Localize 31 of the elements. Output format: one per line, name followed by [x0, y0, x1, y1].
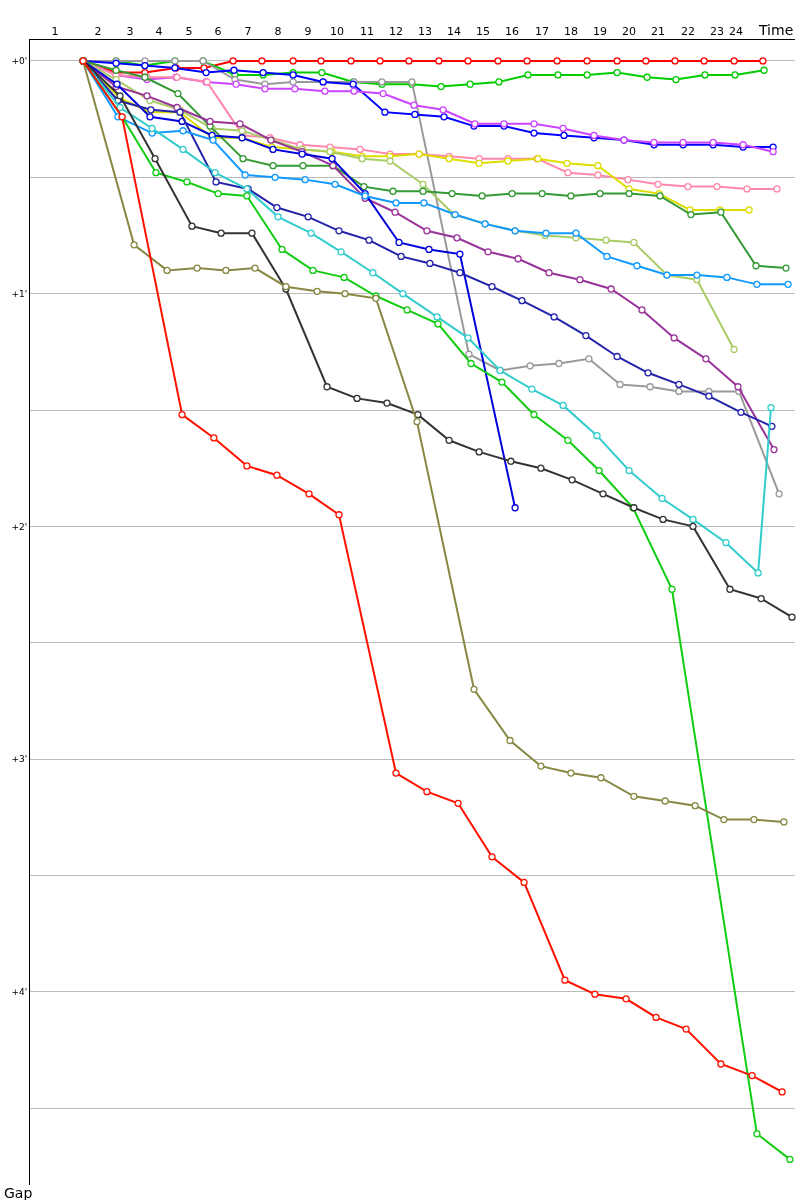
x-tick-label: 24 — [728, 24, 743, 38]
x-tick-label: 14 — [446, 24, 461, 38]
x-tick-label: 16 — [505, 24, 520, 38]
x-tick-label: 9 — [304, 24, 312, 38]
x-axis-title: Time — [758, 22, 794, 38]
y-tick-label: +0' — [11, 56, 28, 67]
x-tick-label: 1 — [51, 24, 59, 38]
x-tick-label: 23 — [710, 24, 724, 38]
x-tick-label: 8 — [274, 24, 282, 38]
x-tick-label: 7 — [244, 24, 252, 38]
x-tick-label: 21 — [650, 24, 665, 38]
y-tick-label: +4' — [11, 986, 28, 997]
y-tick-label: +3' — [11, 754, 28, 765]
x-tick-label: 3 — [126, 24, 134, 38]
x-tick-label: 2 — [94, 24, 102, 38]
x-tick-label: 4 — [155, 24, 163, 38]
x-tick-label: 5 — [185, 24, 193, 38]
x-tick-label: 20 — [622, 24, 637, 38]
y-tick-label: +2' — [11, 521, 28, 532]
y-axis-title: Gap — [4, 1185, 33, 1200]
x-tick-label: 6 — [214, 24, 222, 38]
x-tick-label: 10 — [329, 24, 344, 38]
x-tick-label: 15 — [476, 24, 490, 38]
x-tick-label: 12 — [389, 24, 403, 38]
x-tick-label: 13 — [418, 24, 433, 38]
x-tick-label: 17 — [535, 24, 550, 38]
x-tick-label: 22 — [680, 24, 695, 38]
x-tick-label: 19 — [593, 24, 607, 38]
y-tick-label: +1' — [11, 288, 28, 299]
x-tick-label: 18 — [563, 24, 578, 38]
x-tick-label: 11 — [359, 24, 374, 38]
